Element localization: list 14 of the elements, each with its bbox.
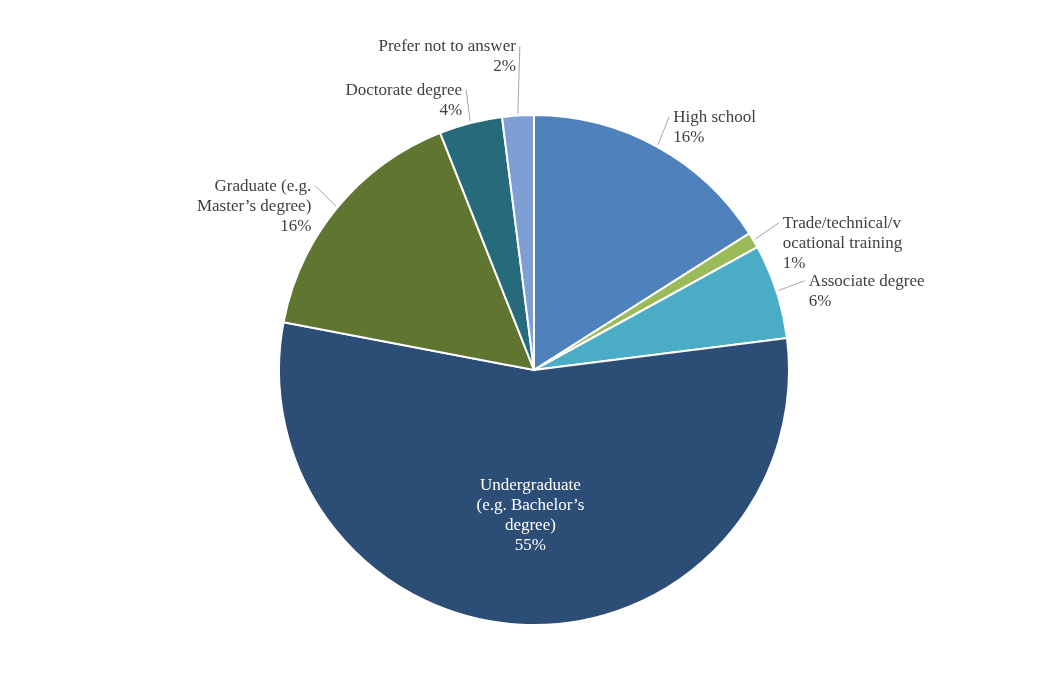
slice-label: Associate degree — [808, 270, 925, 290]
data-label: 1% — [782, 252, 806, 272]
data-label: 55% — [514, 534, 546, 554]
slice-label: Graduate (e.g. Master’s degree) — [196, 175, 312, 215]
data-label: 6% — [808, 290, 832, 310]
slice-label: Doctorate degree — [345, 80, 463, 100]
data-label: 2% — [493, 56, 516, 76]
data-label: 16% — [673, 126, 705, 146]
slice-label: Undergraduate (e.g. Bachelor’s degree) — [476, 474, 585, 534]
slice-label: Trade/technical/vocational training — [782, 212, 903, 252]
slice-label: Prefer not to answer — [378, 36, 517, 56]
data-label: 4% — [439, 100, 463, 120]
slice-label: High school — [673, 106, 757, 126]
data-label: 16% — [280, 215, 312, 235]
